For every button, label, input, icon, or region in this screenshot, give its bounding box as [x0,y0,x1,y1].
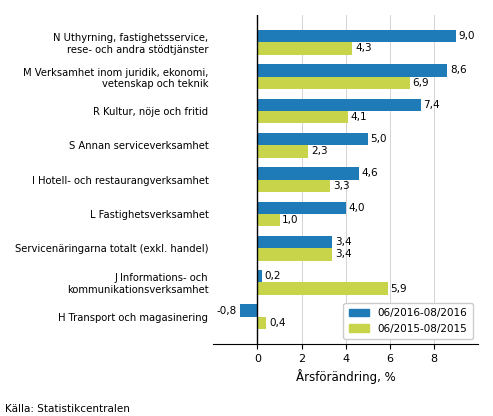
Text: 3,4: 3,4 [335,237,352,247]
Text: 4,3: 4,3 [355,44,372,54]
Bar [257,99,421,111]
Bar [240,305,257,317]
Text: 7,4: 7,4 [423,100,440,110]
Bar [257,111,348,123]
Text: 3,4: 3,4 [335,249,352,259]
Bar [257,282,387,295]
Text: 2,3: 2,3 [311,146,327,156]
Text: 4,0: 4,0 [349,203,365,213]
Bar [257,167,359,180]
Bar [257,201,346,214]
X-axis label: Årsförändring, %: Årsförändring, % [296,369,395,384]
Bar [257,236,332,248]
Bar [257,180,330,192]
Bar [257,214,280,226]
Text: 4,6: 4,6 [361,168,378,178]
Bar [257,133,368,145]
Bar [257,42,352,54]
Bar [257,77,410,89]
Text: 0,2: 0,2 [265,271,281,281]
Bar [257,248,332,260]
Bar [257,145,308,158]
Bar [257,30,456,42]
Legend: 06/2016-08/2016, 06/2015-08/2015: 06/2016-08/2016, 06/2015-08/2015 [344,303,473,339]
Bar [257,270,262,282]
Text: 8,6: 8,6 [450,65,466,75]
Text: 3,3: 3,3 [333,181,350,191]
Text: 4,1: 4,1 [351,112,367,122]
Text: 5,0: 5,0 [370,134,387,144]
Bar [257,317,266,329]
Text: -0,8: -0,8 [217,306,237,316]
Text: 6,9: 6,9 [412,78,429,88]
Text: 1,0: 1,0 [282,215,299,225]
Text: 0,4: 0,4 [269,318,285,328]
Text: Källa: Statistikcentralen: Källa: Statistikcentralen [5,404,130,414]
Text: 5,9: 5,9 [390,284,407,294]
Text: 9,0: 9,0 [458,31,475,41]
Bar [257,64,447,77]
